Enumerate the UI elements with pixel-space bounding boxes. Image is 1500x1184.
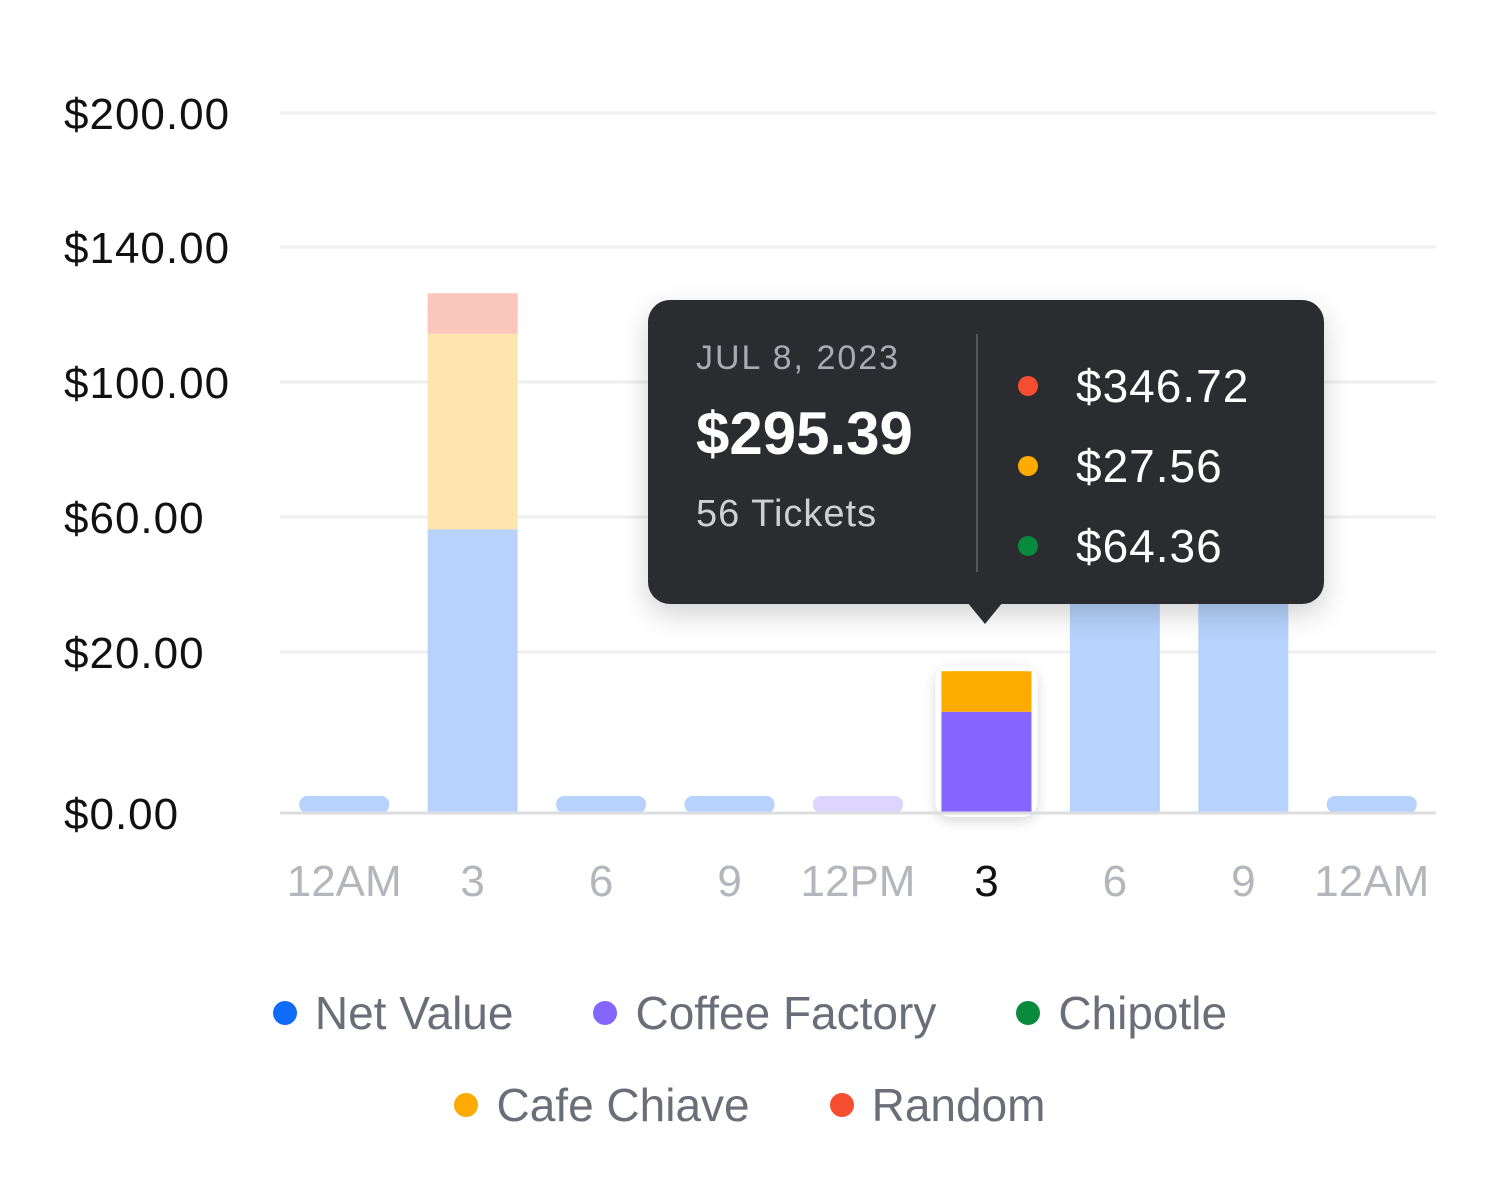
tooltip-row-dot-icon: [1018, 376, 1038, 396]
tooltip-row: $346.72: [1018, 346, 1249, 426]
legend-label: Cafe Chiave: [496, 1079, 750, 1131]
bar-stack[interactable]: [935, 665, 1038, 817]
x-tick-label: 6: [1103, 857, 1127, 906]
stacked-bar-chart: $200.00 $140.00 $100.00 $60.00 $20.00 $0.00 1…: [64, 90, 1436, 906]
bar-empty-stub[interactable]: [1326, 796, 1417, 813]
bars: [299, 293, 1417, 817]
y-tick-label: $20.00: [64, 629, 205, 678]
tooltip-total: $295.39: [696, 400, 913, 467]
legend-dot-icon: [272, 1001, 297, 1025]
legend-item-coffee-factory[interactable]: Coffee Factory: [593, 986, 936, 1040]
y-tick-label: $60.00: [64, 494, 205, 543]
y-tick-label: $0.00: [64, 790, 179, 839]
x-tick-label: 6: [589, 857, 613, 906]
tooltip-summary: JUL 8, 2023 $295.39 56 Tickets: [696, 338, 913, 536]
x-tick-label: 12PM: [801, 857, 916, 906]
legend-row: Net Value Coffee Factory Chipotle: [0, 980, 1500, 1046]
chart-legend: Net Value Coffee Factory Chipotle Cafe C…: [0, 980, 1500, 1164]
legend-item-random[interactable]: Random: [829, 1078, 1046, 1132]
bar-empty-stub[interactable]: [813, 796, 903, 813]
y-axis-ticks: $200.00 $140.00 $100.00 $60.00 $20.00 $0.00: [64, 90, 230, 839]
tooltip-row-value: $27.56: [1076, 440, 1223, 492]
legend-dot-icon: [1016, 1001, 1041, 1025]
legend-item-chipotle[interactable]: Chipotle: [1016, 986, 1227, 1040]
bar-empty-stub[interactable]: [556, 796, 647, 813]
legend-label: Random: [871, 1079, 1046, 1131]
x-axis-ticks: 12AM 3 6 9 12PM 3 6 9 12AM: [287, 857, 1430, 906]
legend-dot-icon: [593, 1001, 618, 1025]
tooltip-divider: [976, 334, 978, 572]
bar-empty-stub[interactable]: [684, 796, 775, 813]
tooltip-row-dot-icon: [1018, 456, 1038, 476]
bar-segment-cafe-chiave: [427, 333, 518, 530]
legend-label: Net Value: [314, 987, 514, 1039]
bar-cap-fill: [427, 303, 518, 314]
x-tick-label: 3: [460, 857, 484, 906]
legend-item-net-value[interactable]: Net Value: [272, 986, 514, 1040]
y-tick-label: $100.00: [64, 359, 230, 408]
x-tick-label: 9: [1231, 857, 1255, 906]
chart-tooltip: JUL 8, 2023 $295.39 56 Tickets $346.72 $…: [648, 300, 1324, 624]
x-tick-label: 12AM: [287, 857, 402, 906]
legend-dot-icon: [454, 1093, 479, 1117]
tooltip-row: $27.56: [1018, 426, 1249, 506]
tooltip-row: $64.36: [1018, 506, 1249, 586]
tooltip-breakdown: $346.72 $27.56 $64.36: [1018, 346, 1249, 586]
tooltip-pointer: [967, 602, 1003, 624]
legend-label: Chipotle: [1058, 987, 1228, 1039]
bar-empty-stub[interactable]: [299, 796, 390, 813]
x-tick-label: 9: [717, 857, 741, 906]
bar-cap-fill: [941, 681, 1032, 692]
tooltip-date: JUL 8, 2023: [696, 339, 901, 377]
bar-segment-net-value: [427, 529, 518, 813]
tooltip-row-value: $64.36: [1076, 520, 1223, 572]
y-tick-label: $140.00: [64, 224, 230, 273]
legend-item-cafe-chiave[interactable]: Cafe Chiave: [454, 1078, 750, 1132]
bar-bottom-cap: [941, 793, 1032, 813]
tooltip-row-dot-icon: [1018, 536, 1038, 556]
bar-stack[interactable]: [427, 293, 518, 813]
x-tick-label: 12AM: [1314, 857, 1429, 906]
x-tick-label: 3: [974, 857, 998, 906]
y-tick-label: $200.00: [64, 90, 230, 139]
legend-row: Cafe Chiave Random: [0, 1072, 1500, 1138]
legend-dot-icon: [829, 1093, 854, 1117]
legend-label: Coffee Factory: [635, 987, 937, 1039]
tooltip-tickets: 56 Tickets: [696, 493, 878, 535]
tooltip-row-value: $346.72: [1076, 360, 1250, 412]
